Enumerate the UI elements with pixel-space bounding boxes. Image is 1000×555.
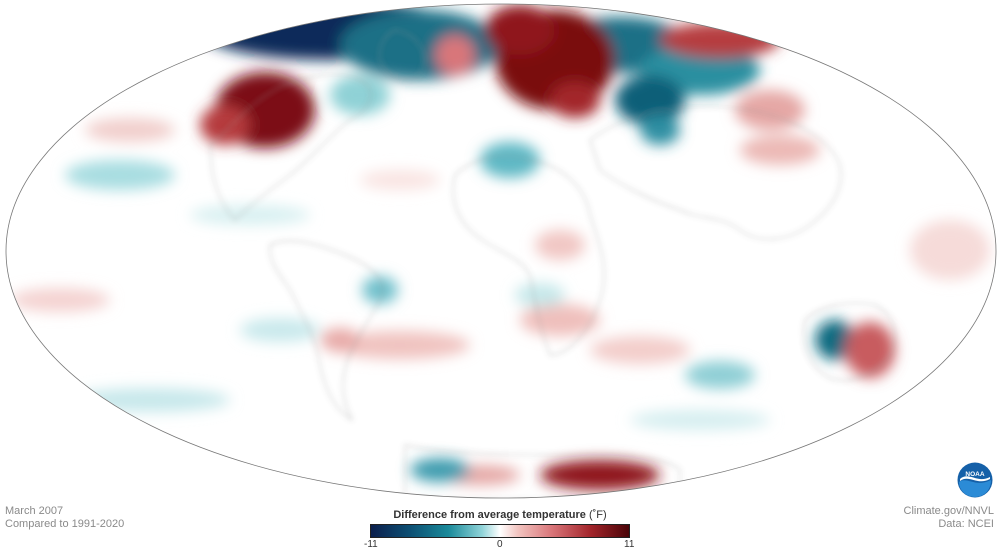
credits: Climate.gov/NNVL Data: NCEI: [904, 505, 994, 531]
anomaly-field: [10, 4, 990, 490]
legend-min-label: -11: [364, 539, 378, 550]
legend-color-bar: [370, 524, 630, 538]
continent-outlines: [209, 29, 896, 498]
map-svg: [5, 3, 997, 499]
legend-title-text: Difference from average temperature: [393, 509, 586, 521]
anomaly-map: [5, 3, 997, 499]
caption-date: March 2007: [5, 505, 64, 517]
noaa-logo-icon: NOAA: [957, 462, 993, 498]
map-caption: March 2007 Compared to 1991-2020: [5, 505, 124, 531]
credit-data: Data: NCEI: [938, 518, 994, 530]
color-legend: Difference from average temperature (˚F)…: [364, 509, 634, 551]
caption-baseline: Compared to 1991-2020: [5, 518, 125, 530]
credit-source: Climate.gov/NNVL: [903, 505, 994, 517]
globe-outline: [5, 3, 997, 499]
legend-mid-label: 0: [497, 539, 503, 550]
logo-text: NOAA: [965, 471, 984, 478]
legend-max-label: 11: [624, 539, 635, 550]
legend-unit: (˚F): [588, 509, 607, 521]
legend-title: Difference from average temperature (˚F): [370, 509, 630, 521]
